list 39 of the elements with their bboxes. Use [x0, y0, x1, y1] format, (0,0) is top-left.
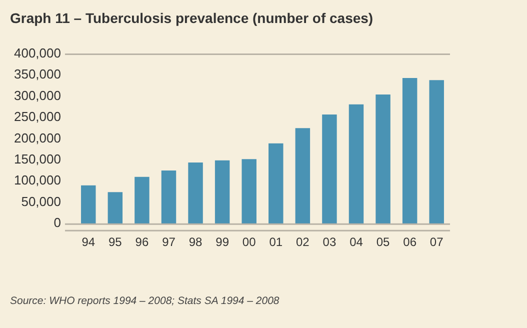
bar	[81, 185, 96, 224]
bar	[108, 192, 123, 224]
bar	[188, 162, 203, 224]
y-tick-label: 300,000	[14, 88, 61, 103]
bar	[402, 78, 418, 224]
bar	[242, 159, 256, 224]
y-tick-label: 250,000	[14, 109, 61, 124]
bar	[268, 143, 284, 224]
x-tick-label: 00	[242, 235, 256, 250]
bar	[161, 170, 176, 224]
chart-title: Graph 11 – Tuberculosis prevalence (number of cases)	[10, 10, 374, 26]
bar	[348, 104, 364, 224]
bar	[376, 94, 390, 224]
y-tick-label: 100,000	[14, 172, 61, 188]
bar	[214, 160, 230, 224]
bar	[295, 128, 310, 224]
y-tick-label: 150,000	[14, 152, 61, 167]
bar	[134, 176, 150, 224]
x-tick-label: 06	[403, 235, 417, 250]
x-tick-label: 07	[430, 235, 444, 250]
x-tick-label: 99	[216, 235, 230, 250]
x-tick-label: 01	[269, 235, 283, 250]
y-tick-label: 350,000	[14, 66, 61, 82]
x-tick-label: 98	[188, 235, 203, 250]
x-tick-label: 05	[376, 235, 390, 250]
y-tick-label: 50,000	[21, 194, 61, 209]
y-tick-label: 0	[54, 215, 61, 230]
bar	[429, 80, 444, 224]
y-tick-label: 200,000	[14, 130, 61, 146]
x-tick-label: 97	[162, 235, 176, 250]
bar	[322, 114, 337, 224]
x-tick-label: 94	[82, 235, 96, 250]
x-tick-label: 95	[108, 235, 122, 250]
x-tick-label: 03	[322, 235, 336, 250]
x-tick-label: 02	[296, 235, 310, 250]
y-tick-label: 400,000	[14, 45, 61, 60]
x-tick-label: 96	[135, 235, 149, 250]
source-note: Source: WHO reports 1994 – 2008; Stats SA 1994 – 2008	[10, 295, 280, 307]
x-tick-label: 04	[350, 235, 364, 250]
